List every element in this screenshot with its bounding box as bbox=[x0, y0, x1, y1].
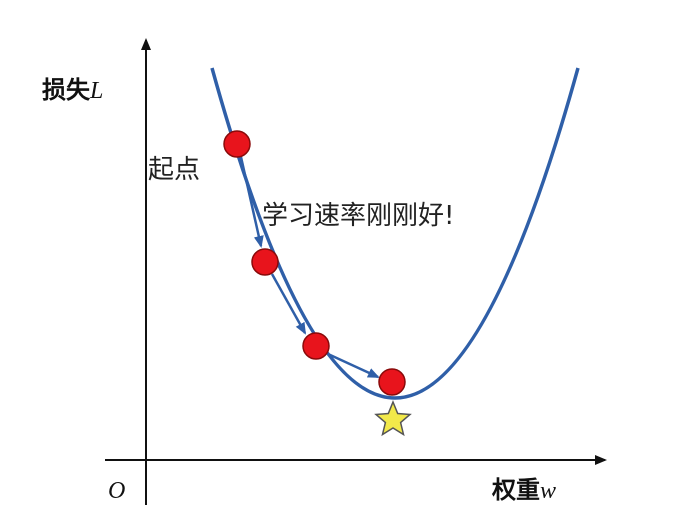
x-axis-label: 权重w bbox=[491, 475, 556, 504]
descent-arrows bbox=[239, 156, 380, 379]
x-var: w bbox=[540, 478, 556, 504]
x-label-text: 权重 bbox=[491, 475, 540, 504]
optimum-star bbox=[374, 400, 412, 437]
y-var: L bbox=[89, 78, 103, 104]
loss-curve bbox=[210, 67, 580, 400]
descent-points bbox=[223, 130, 406, 396]
start-annotation: 起点 bbox=[148, 155, 200, 185]
learning-rate-annotation: 学习速率刚刚好! bbox=[262, 201, 454, 231]
origin-label: O bbox=[108, 478, 125, 504]
y-axis-label: 损失L bbox=[42, 75, 103, 104]
y-label-text: 损失 bbox=[42, 75, 91, 104]
